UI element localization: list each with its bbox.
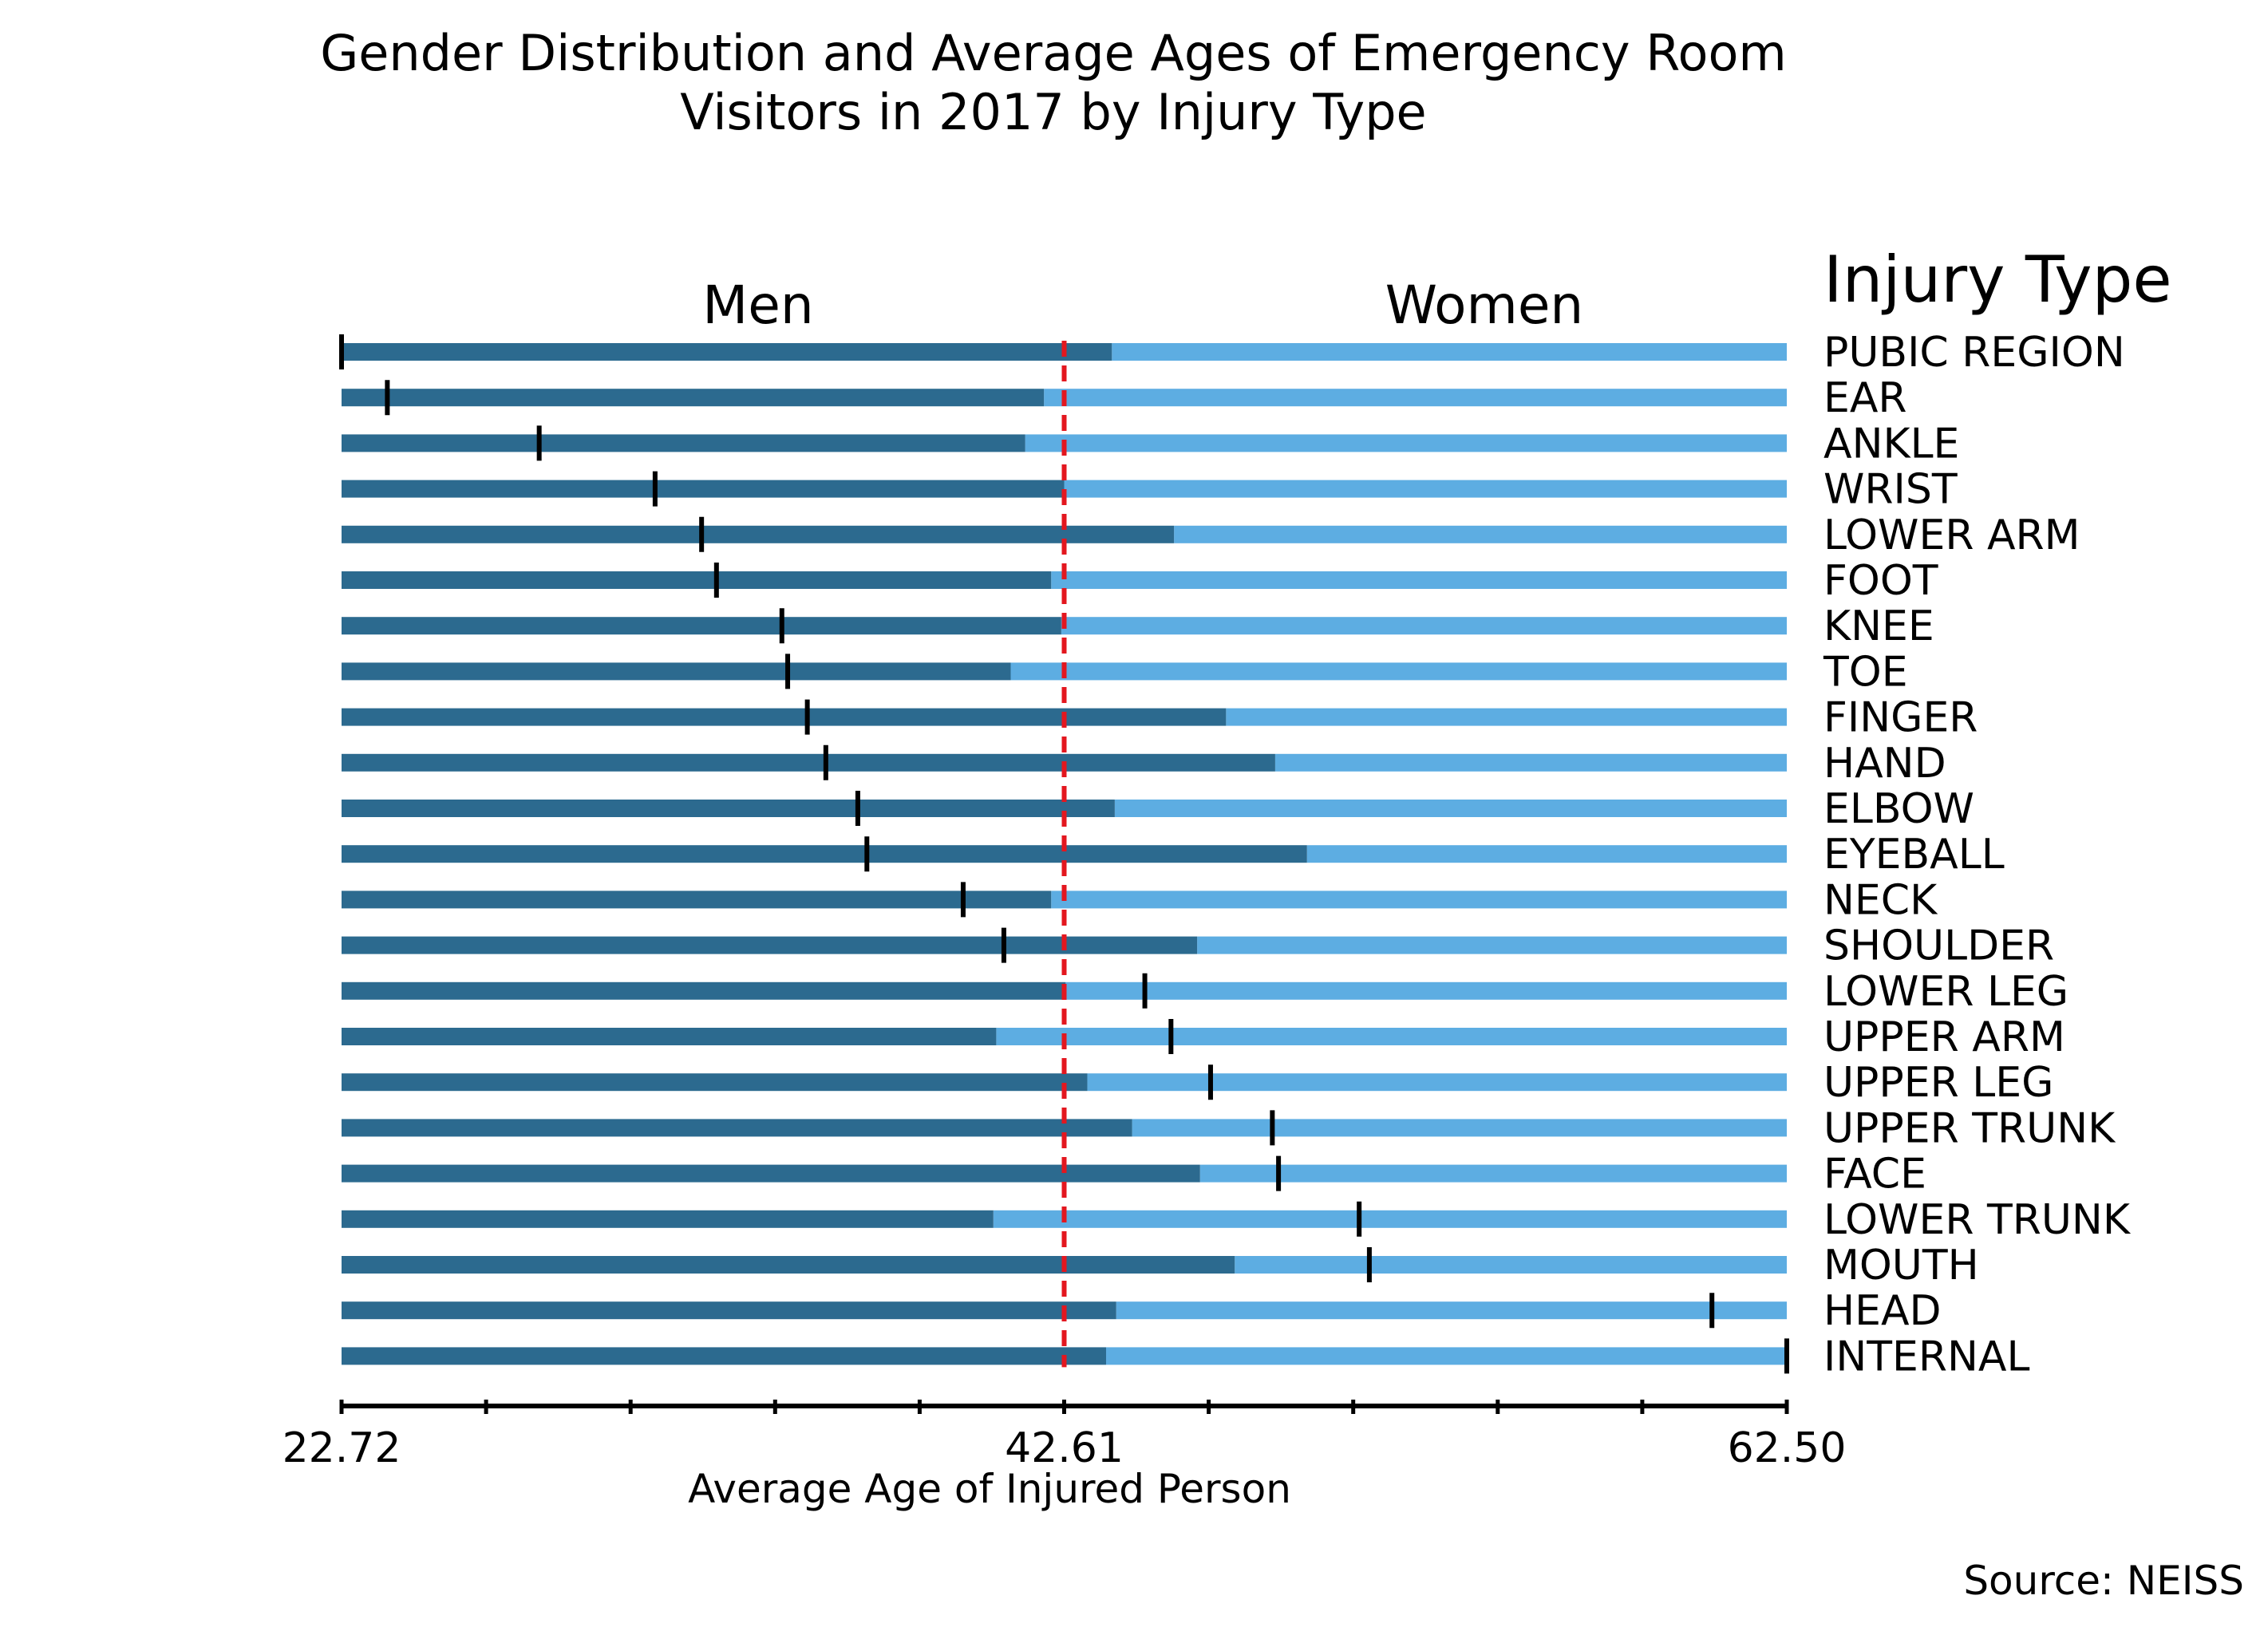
category-label-knee: KNEE — [1823, 602, 1934, 650]
women-bar-ear — [1044, 389, 1787, 407]
category-label-upper-arm: UPPER ARM — [1823, 1013, 2065, 1061]
category-label-mouth: MOUTH — [1823, 1242, 1979, 1289]
category-label-ankle: ANKLE — [1823, 420, 1959, 468]
men-bar-foot — [342, 571, 1052, 589]
men-bar-head — [342, 1301, 1116, 1320]
men-bar-lower-arm — [342, 525, 1175, 543]
category-label-lower-arm: LOWER ARM — [1823, 511, 2080, 559]
women-bar-upper-arm — [996, 1028, 1787, 1045]
women-bar-eyeball — [1306, 845, 1787, 863]
men-bar-finger — [342, 708, 1227, 726]
category-label-wrist: WRIST — [1823, 466, 1958, 514]
women-bar-upper-leg — [1087, 1073, 1787, 1092]
category-label-toe: TOE — [1823, 648, 1908, 696]
category-label-upper-leg: UPPER LEG — [1823, 1059, 2053, 1107]
category-label-elbow: ELBOW — [1823, 785, 1974, 833]
women-bar-internal — [1106, 1347, 1787, 1365]
category-label-ear: EAR — [1823, 374, 1907, 422]
category-label-foot: FOOT — [1823, 557, 1938, 605]
men-bar-hand — [342, 753, 1275, 772]
women-bar-elbow — [1114, 800, 1787, 817]
women-bar-lower-trunk — [993, 1210, 1787, 1228]
men-bar-lower-trunk — [342, 1210, 994, 1228]
men-bar-ankle — [342, 434, 1025, 452]
women-bar-foot — [1051, 571, 1787, 589]
women-bar-head — [1116, 1301, 1787, 1320]
women-bar-upper-trunk — [1132, 1119, 1787, 1137]
x-tick-label: 42.61 — [1005, 1424, 1124, 1472]
women-bar-ankle — [1025, 434, 1787, 452]
men-bar-wrist — [342, 480, 1065, 498]
men-bar-upper-leg — [342, 1073, 1088, 1092]
chart-title-line-1: Gender Distribution and Average Ages of … — [320, 24, 1787, 82]
women-bar-neck — [1051, 891, 1787, 909]
men-bar-eyeball — [342, 845, 1307, 863]
men-bar-knee — [342, 617, 1061, 635]
category-label-hand: HAND — [1823, 740, 1946, 788]
women-bar-mouth — [1235, 1256, 1787, 1274]
category-label-lower-trunk: LOWER TRUNK — [1823, 1196, 2132, 1244]
chart-title-line-2: Visitors in 2017 by Injury Type — [680, 83, 1426, 141]
men-bar-lower-leg — [342, 981, 1066, 1000]
women-bar-lower-arm — [1174, 525, 1787, 543]
women-bar-wrist — [1064, 480, 1787, 498]
category-label-eyeball: EYEBALL — [1823, 831, 2005, 879]
men-bar-upper-arm — [342, 1028, 997, 1045]
injury-type-heading: Injury Type — [1823, 243, 2172, 317]
category-label-upper-trunk: UPPER TRUNK — [1823, 1104, 2116, 1152]
men-bar-ear — [342, 389, 1045, 407]
men-bar-upper-trunk — [342, 1119, 1132, 1137]
men-bar-internal — [342, 1347, 1107, 1365]
x-axis-label: Average Age of Injured Person — [688, 1466, 1291, 1512]
source-note: Source: NEISS — [1963, 1558, 2244, 1604]
x-axis: 22.72 42.61 62.50 — [283, 1400, 1847, 1472]
men-label: Men — [702, 274, 813, 336]
category-label-pubic-region: PUBIC REGION — [1823, 329, 2125, 377]
women-bar-knee — [1061, 617, 1787, 635]
women-bar-toe — [1010, 662, 1787, 681]
men-bar-face — [342, 1164, 1200, 1183]
category-label-head: HEAD — [1823, 1287, 1942, 1335]
women-bar-hand — [1274, 753, 1787, 772]
category-label-finger: FINGER — [1823, 694, 1978, 742]
men-bar-mouth — [342, 1256, 1235, 1274]
category-label-shoulder: SHOULDER — [1823, 922, 2054, 970]
women-bar-lower-leg — [1065, 981, 1787, 1000]
men-bar-pubic-region — [342, 343, 1112, 361]
category-label-neck: NECK — [1823, 876, 1938, 924]
x-tick-label: 62.50 — [1728, 1424, 1847, 1472]
category-label-lower-leg: LOWER LEG — [1823, 968, 2068, 1016]
category-label-internal: INTERNAL — [1823, 1333, 2029, 1380]
women-bar-face — [1199, 1164, 1787, 1183]
women-bar-pubic-region — [1112, 343, 1787, 361]
men-bar-shoulder — [342, 936, 1198, 954]
women-label: Women — [1385, 274, 1584, 336]
men-bar-neck — [342, 891, 1052, 909]
women-bar-shoulder — [1197, 936, 1787, 954]
category-label-face: FACE — [1823, 1151, 1926, 1199]
men-bar-toe — [342, 662, 1011, 681]
men-bar-elbow — [342, 800, 1115, 817]
women-bar-finger — [1226, 708, 1787, 726]
x-tick-label: 22.72 — [283, 1424, 401, 1472]
